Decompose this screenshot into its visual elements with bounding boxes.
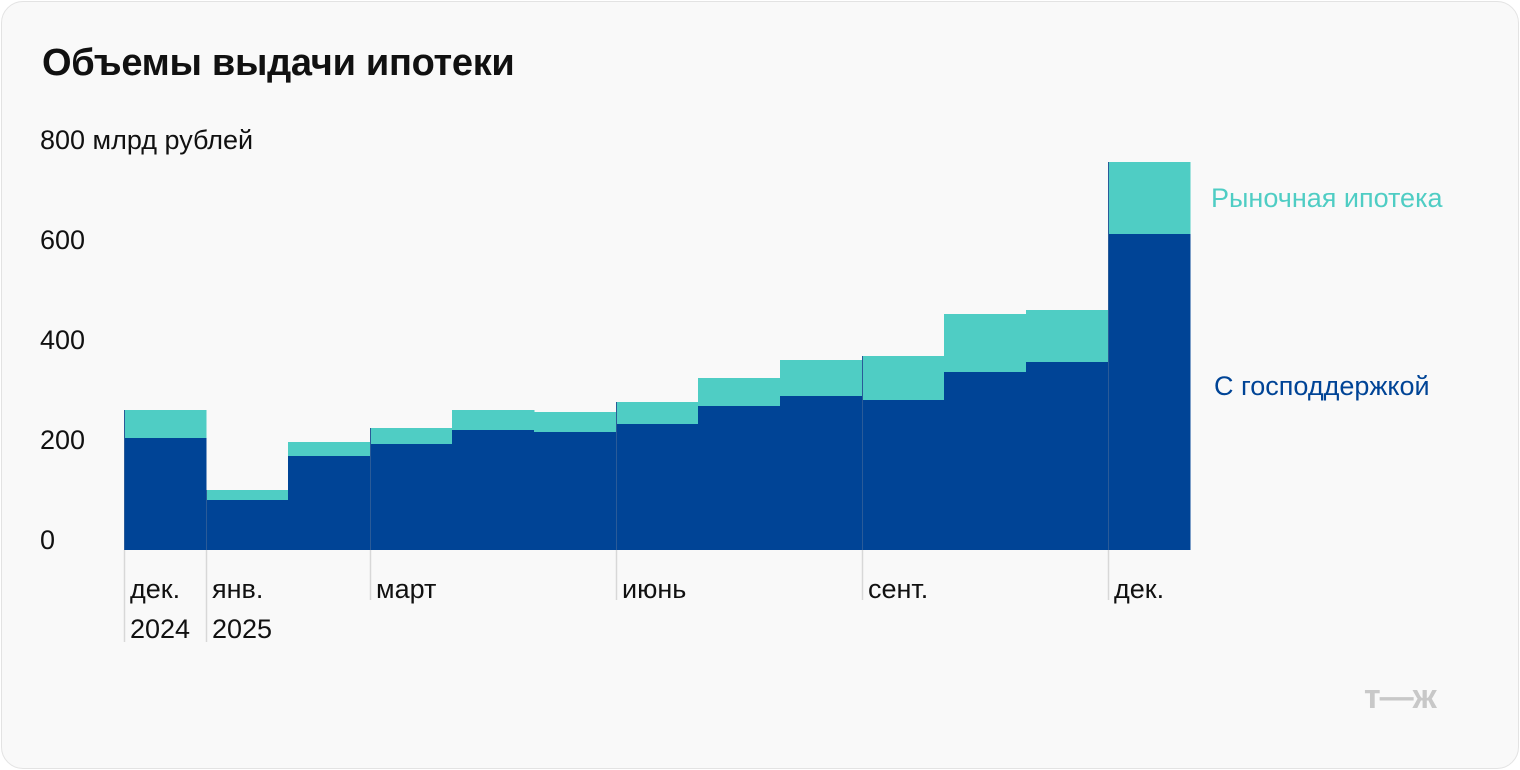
bar-market	[616, 402, 699, 424]
x-tick-label: март	[376, 574, 436, 604]
bar-government	[944, 372, 1027, 550]
bar-government	[698, 406, 781, 550]
bar-government	[862, 400, 945, 550]
x-tick-label: сент.	[868, 574, 928, 604]
bar-market	[862, 356, 945, 400]
bar-market	[288, 442, 371, 456]
bar-market	[452, 410, 535, 430]
bar-government	[616, 424, 699, 550]
y-tick-label: 800 млрд рублей	[40, 125, 253, 155]
x-tick-label: дек.	[130, 574, 180, 604]
bar-market	[780, 360, 863, 396]
bar-market	[698, 378, 781, 406]
bar-government	[124, 438, 207, 550]
x-tick-label: янв.	[212, 574, 263, 604]
legend-market: Рыночная ипотека	[1211, 183, 1443, 213]
bar-market	[124, 410, 207, 438]
bar-government	[1108, 234, 1191, 550]
bar-government	[780, 396, 863, 550]
y-tick-label: 400	[40, 325, 85, 355]
bar-government	[452, 430, 535, 550]
y-tick-label: 0	[40, 525, 55, 555]
x-tick-label: 2025	[212, 614, 272, 644]
legend-government: С господдержкой	[1214, 371, 1430, 401]
bar-government	[206, 500, 289, 550]
bar-government	[288, 456, 371, 550]
bar-government	[370, 444, 453, 550]
y-tick-label: 600	[40, 225, 85, 255]
bar-market	[534, 412, 617, 432]
bar-market	[370, 428, 453, 444]
x-tick-label: 2024	[130, 614, 190, 644]
x-tick-label: июнь	[622, 574, 686, 604]
bar-government	[1026, 362, 1109, 550]
chart-title: Объемы выдачи ипотеки	[42, 42, 515, 84]
bar-market	[206, 490, 289, 500]
bar-government	[534, 432, 617, 550]
bar-market	[1026, 310, 1109, 362]
tzh-logo: т—ж	[1364, 678, 1437, 716]
y-tick-label: 200	[40, 425, 85, 455]
bar-market	[944, 314, 1027, 372]
bar-market	[1108, 162, 1191, 234]
x-tick-label: дек.	[1114, 574, 1164, 604]
